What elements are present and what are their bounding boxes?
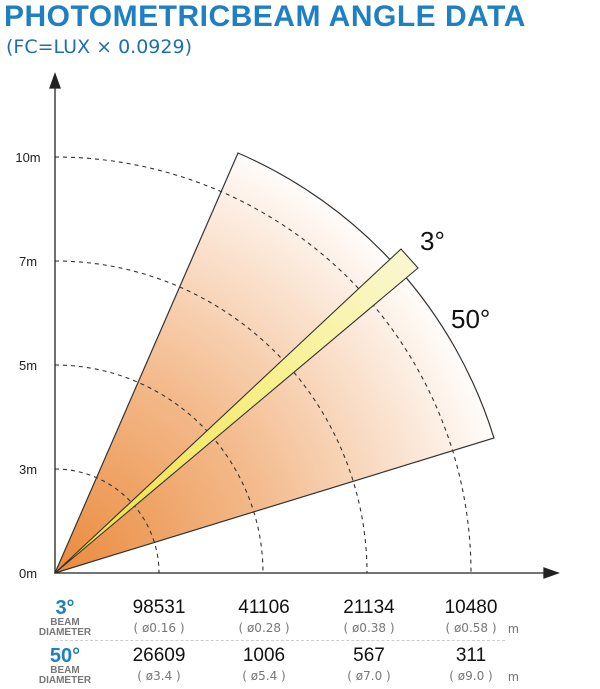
- lux-value: 21134: [343, 597, 395, 618]
- diameter-value: ( ø3.4 ): [137, 669, 181, 683]
- diameter-value: ( ø5.4 ): [242, 669, 286, 683]
- axes: [49, 72, 560, 579]
- diameter-value: ( ø0.38 ): [343, 621, 395, 635]
- unit-label: m: [508, 669, 519, 684]
- diameter-label: DIAMETER: [38, 627, 92, 638]
- lux-value: 26609: [132, 645, 186, 666]
- y-label-7m: 7m: [19, 254, 37, 269]
- lux-value: 10480: [444, 597, 498, 618]
- beam-label: BEAM: [50, 665, 80, 676]
- diameter-value: ( ø9.0 ): [449, 669, 493, 683]
- wide-beam-sector: [53, 152, 495, 574]
- lux-value: 41106: [238, 597, 290, 618]
- table-row-50deg: 50° BEAM DIAMETER 26609 1006 567 311 ( ø…: [0, 643, 600, 689]
- arc-3m: [54, 468, 160, 574]
- table-row-3deg: 3° BEAM DIAMETER 98531 41106 21134 10480…: [0, 595, 600, 641]
- narrow-beam-label: 3°: [420, 226, 445, 256]
- arc-5m: [54, 364, 264, 574]
- diameter-label: DIAMETER: [38, 675, 92, 686]
- y-label-5m: 5m: [19, 358, 37, 373]
- y-label-0m: 0m: [19, 566, 37, 581]
- arc-10m: [54, 156, 472, 574]
- y-label-3m: 3m: [19, 462, 37, 477]
- distance-arcs: [54, 156, 472, 574]
- wide-beam-label: 50°: [451, 304, 490, 334]
- y-label-10m: 10m: [15, 150, 40, 165]
- beam-label: BEAM: [50, 617, 80, 628]
- page-title: PHOTOMETRICBEAM ANGLE DATA: [4, 0, 526, 33]
- narrow-beam: [54, 248, 419, 574]
- beam-angle-diagram: 10m 7m 5m 3m 0m 3° 50°: [15, 72, 560, 581]
- lux-value: 311: [455, 645, 487, 666]
- diameter-value: ( ø0.16 ): [133, 621, 185, 635]
- diameter-value: ( ø0.58 ): [445, 621, 497, 635]
- arc-7m: [54, 260, 368, 574]
- page-subtitle: (FC=LUX × 0.0929): [6, 36, 192, 58]
- diameter-value: ( ø7.0 ): [347, 669, 391, 683]
- diameter-value: ( ø0.28 ): [238, 621, 290, 635]
- row-angle: 3°: [55, 597, 75, 619]
- row-divider: [55, 640, 505, 641]
- row-angle: 50°: [49, 645, 81, 667]
- y-axis-arrow: [49, 72, 61, 89]
- lux-value: 567: [353, 645, 385, 666]
- lux-value: 1006: [242, 645, 286, 666]
- unit-label: m: [508, 621, 519, 636]
- lux-value: 98531: [132, 597, 186, 618]
- x-axis-arrow: [543, 567, 560, 579]
